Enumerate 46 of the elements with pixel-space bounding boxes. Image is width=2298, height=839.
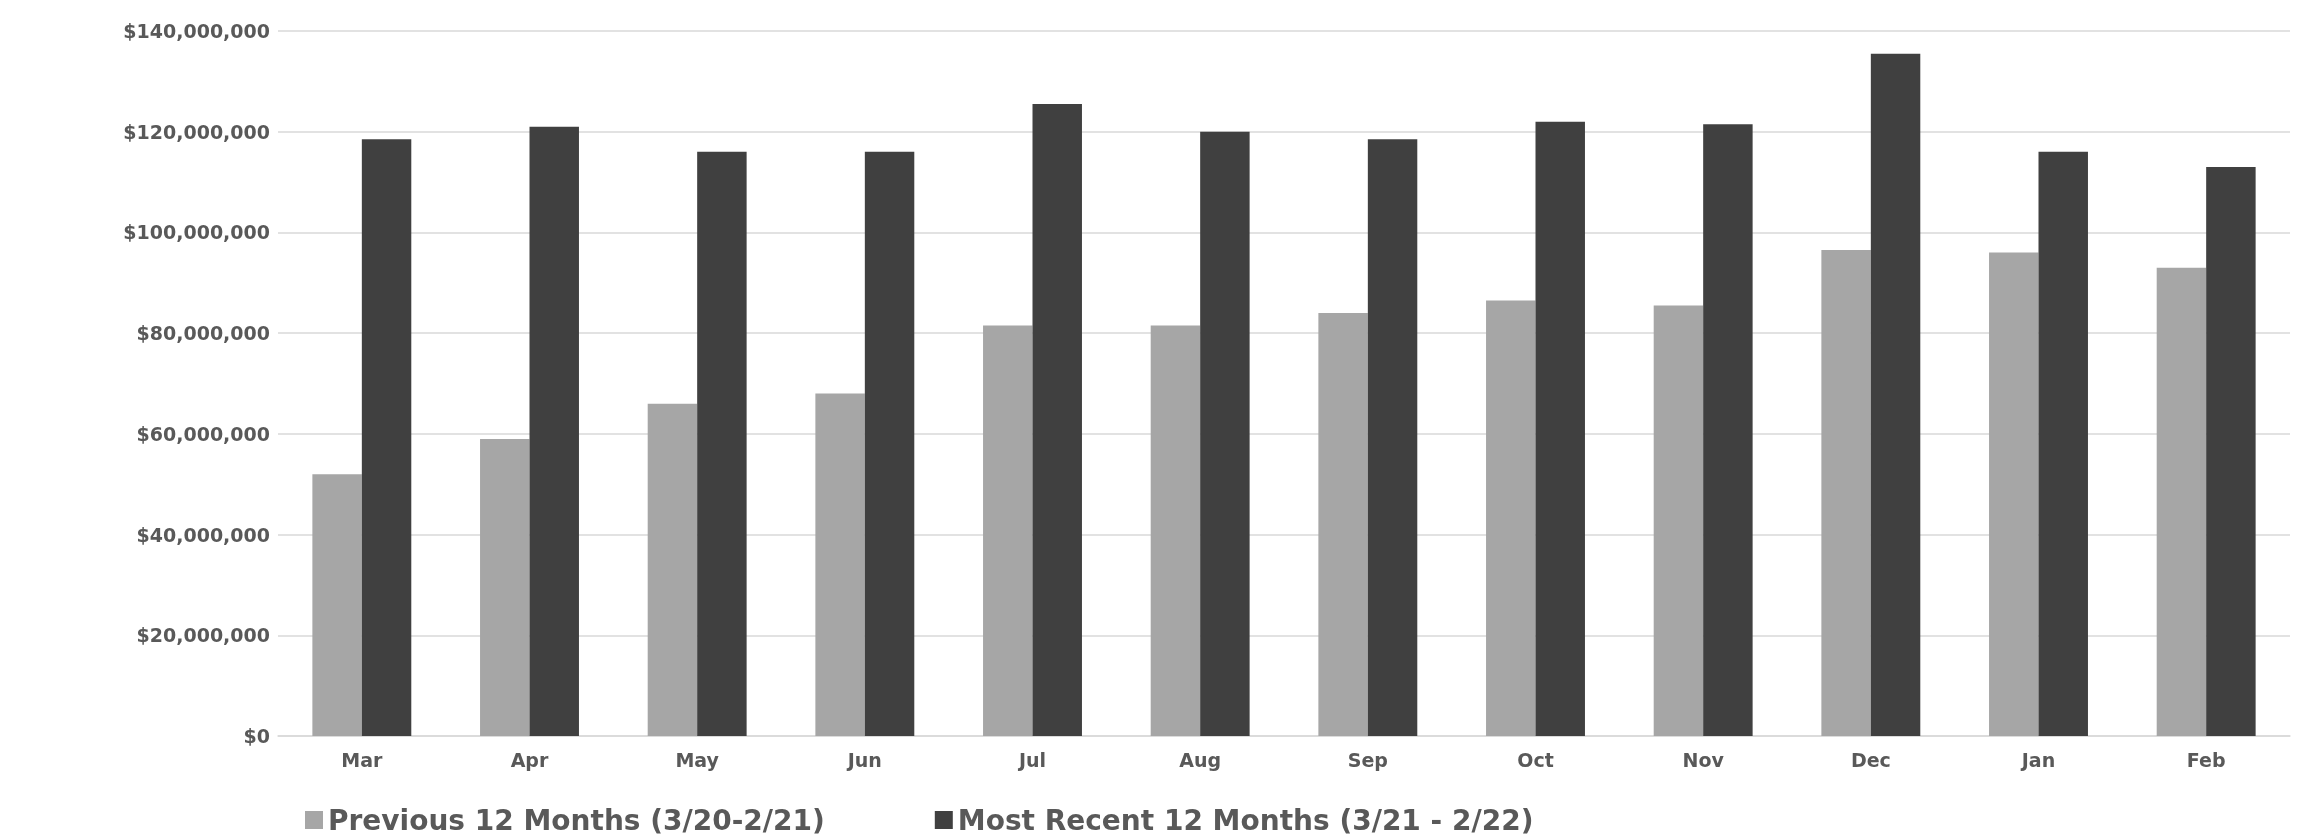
bar (1653, 305, 1704, 736)
bar (361, 139, 412, 736)
x-tick-label: Apr (510, 748, 549, 771)
y-tick-label: $80,000,000 (136, 322, 270, 345)
x-tick-label: Mar (341, 748, 384, 771)
bar (529, 126, 579, 736)
bar (1486, 300, 1536, 736)
x-tick-label: Jun (845, 748, 882, 771)
bar (1367, 139, 1418, 736)
bar (1535, 121, 1585, 736)
x-tick-label: Aug (1179, 748, 1222, 771)
y-tick-label: $120,000,000 (123, 120, 270, 143)
y-tick-label: $60,000,000 (136, 422, 270, 445)
bar (1200, 131, 1250, 736)
x-tick-label: Nov (1682, 748, 1725, 771)
x-tick-label: Dec (1850, 748, 1891, 771)
bar (864, 151, 915, 736)
bar (1150, 325, 1201, 736)
bar (1318, 313, 1368, 736)
bar (1032, 104, 1082, 736)
x-tick-label: Jan (2019, 748, 2056, 771)
x-tick-label: Feb (2186, 748, 2226, 771)
bar (2156, 267, 2207, 736)
bar (2038, 151, 2088, 736)
legend-label: Most Recent 12 Months (3/21 - 2/22) (957, 803, 1534, 837)
y-tick-label: $140,000,000 (123, 20, 270, 42)
x-tick-label: Sep (1347, 748, 1388, 771)
bar (1703, 124, 1753, 736)
y-tick-label: $100,000,000 (123, 221, 270, 244)
bar (1870, 53, 1921, 736)
x-tick-label: Oct (1517, 748, 1554, 771)
bar (647, 403, 698, 736)
bar (312, 474, 362, 736)
bar (983, 325, 1033, 736)
bar (1989, 252, 2039, 736)
bar (815, 393, 865, 736)
y-tick-label: $20,000,000 (136, 624, 270, 647)
bar (1821, 250, 1871, 736)
x-tick-label: May (675, 748, 720, 771)
bar (697, 151, 747, 736)
y-tick-label: $40,000,000 (136, 523, 270, 546)
bar (2206, 166, 2256, 736)
legend-label: Previous 12 Months (3/20-2/21) (328, 803, 825, 837)
bar (480, 438, 530, 736)
x-tick-label: Jul (1016, 748, 1047, 771)
y-tick-label: $0 (243, 725, 270, 747)
